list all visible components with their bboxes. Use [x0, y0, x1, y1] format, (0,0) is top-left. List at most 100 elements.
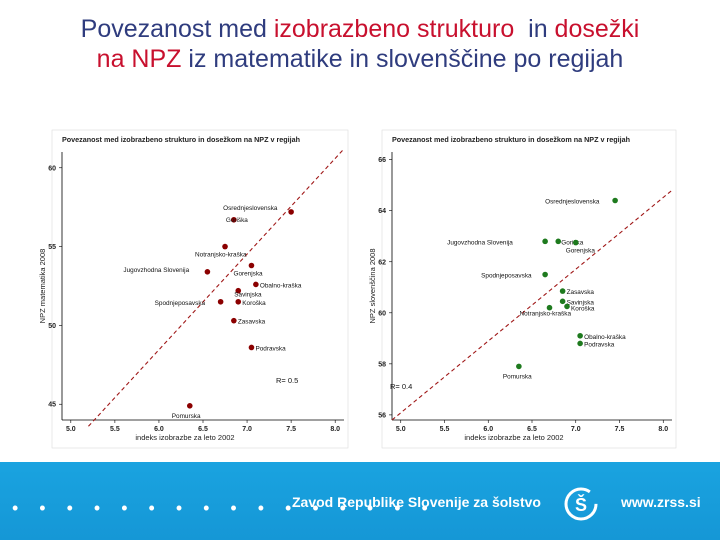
x-tick-label: 5.5	[440, 426, 450, 433]
x-tick-label: 7.5	[615, 426, 625, 433]
point-label: Savinjska	[567, 299, 595, 306]
data-point	[253, 281, 259, 288]
y-axis-label: NPZ slovenščina 2008	[368, 248, 377, 323]
point-label: Goriška	[561, 239, 583, 246]
data-point	[516, 363, 522, 370]
y-tick-label: 45	[48, 402, 56, 409]
point-label: Pomurska	[503, 373, 532, 380]
point-label: Gorenjska	[566, 248, 596, 255]
x-tick-label: 6.5	[198, 426, 208, 433]
point-label: Koroška	[571, 305, 595, 312]
x-tick-label: 6.0	[154, 426, 164, 433]
scatter-chart-2: Povezanost med izobrazbeno strukturo in …	[368, 129, 677, 449]
data-point	[577, 332, 583, 339]
title-highlight: izobrazbeno strukturo	[273, 15, 515, 43]
y-tick-label: 58	[378, 361, 386, 368]
data-point	[248, 262, 255, 269]
scatter-chart-1: Povezanost med izobrazbeno strukturo in …	[38, 129, 349, 449]
logo-letter: Š	[575, 494, 587, 515]
title-line-2: na NPZ iz matematike in slovenščine po r…	[0, 44, 720, 74]
point-label: Spodnjeposavska	[481, 273, 532, 280]
data-point	[231, 317, 237, 324]
point-label: Savinjska	[234, 292, 262, 299]
slide-title: Povezanost med izobrazbeno strukturo in …	[0, 14, 720, 74]
x-tick-label: 7.5	[286, 426, 296, 433]
title-highlight: dosežki	[554, 15, 640, 43]
x-tick-label: 7.0	[571, 426, 581, 433]
x-tick-label: 7.0	[242, 426, 252, 433]
point-label: Zasavska	[567, 289, 595, 296]
organization-name: Zavod Republike Slovenije za šolstvo	[292, 494, 541, 510]
title-highlight: na NPZ	[96, 45, 182, 73]
y-tick-label: 56	[378, 412, 386, 419]
point-label: Gorenjska	[233, 271, 263, 278]
chart-frame	[51, 129, 349, 449]
data-point	[217, 298, 224, 305]
y-tick-label: 55	[48, 244, 56, 251]
x-tick-label: 5.5	[110, 426, 120, 433]
point-label: Notranjsko-kraška	[195, 252, 247, 259]
data-point	[204, 269, 211, 275]
data-point	[546, 304, 553, 311]
footer-bar: • • • • • • • • • • • • • • • • Zavod Re…	[0, 462, 720, 540]
point-label: Obalno-kraška	[260, 282, 302, 289]
x-tick-label: 5.0	[66, 426, 76, 433]
data-point	[559, 298, 566, 305]
zrss-logo-icon: Š	[564, 487, 598, 521]
point-label: Goriška	[226, 217, 248, 224]
point-label: Obalno-kraška	[584, 334, 626, 341]
y-tick-label: 50	[48, 323, 56, 330]
y-tick-label: 66	[378, 157, 386, 164]
y-tick-label: 60	[48, 165, 56, 172]
point-label: Jugovzhodna Slovenija	[123, 267, 189, 274]
y-tick-label: 60	[378, 310, 386, 317]
x-axis-label: indeks izobrazbe za leto 2002	[464, 433, 563, 442]
x-tick-label: 8.0	[658, 426, 668, 433]
title-text: in	[514, 15, 555, 43]
title-text: iz matematike in slovenščine po regijah	[181, 45, 624, 73]
data-point	[542, 238, 548, 245]
point-label: Podravska	[255, 345, 286, 352]
data-point	[564, 303, 570, 310]
point-label: Podravska	[584, 341, 615, 348]
chart-title: Povezanost med izobrazbeno strukturo in …	[392, 135, 630, 144]
x-tick-label: 6.0	[483, 426, 493, 433]
x-axis-label: indeks izobrazbe za leto 2002	[135, 433, 234, 442]
title-text: Povezanost med	[80, 15, 274, 43]
point-label: Osrednjeslovenska	[223, 205, 278, 212]
y-tick-label: 62	[378, 259, 386, 266]
point-label: Spodnjeposavska	[155, 300, 206, 307]
data-point	[248, 344, 255, 351]
point-label: Notranjsko-kraška	[520, 311, 572, 318]
correlation-annotation: R= 0.4	[390, 382, 412, 391]
data-point	[542, 271, 548, 278]
footer-dots: • • • • • • • • • • • • • • • •	[12, 498, 436, 518]
data-point	[559, 288, 566, 294]
point-label: Jugovzhodna Slovenija	[447, 239, 513, 246]
correlation-annotation: R= 0.5	[276, 376, 298, 385]
data-point	[288, 209, 294, 215]
data-point	[235, 298, 242, 305]
data-point	[231, 216, 237, 223]
website-link[interactable]: www.zrss.si	[621, 494, 701, 510]
y-tick-label: 64	[378, 208, 386, 215]
y-axis-label: NPZ matematika 2008	[38, 249, 47, 324]
x-tick-label: 5.0	[396, 426, 406, 433]
trend-line	[391, 189, 673, 421]
data-point	[555, 238, 562, 245]
data-point	[186, 403, 193, 409]
title-line-1: Povezanost med izobrazbeno strukturo in …	[0, 14, 720, 44]
chart-title: Povezanost med izobrazbeno strukturo in …	[62, 135, 300, 144]
point-label: Osrednjeslovenska	[545, 198, 600, 205]
x-tick-label: 8.0	[330, 426, 340, 433]
data-point	[235, 287, 242, 294]
data-point	[222, 243, 228, 250]
data-point	[577, 340, 583, 347]
x-tick-label: 6.5	[527, 426, 537, 433]
chart-frame	[381, 129, 677, 449]
point-label: Pomurska	[172, 413, 201, 420]
point-label: Koroška	[242, 300, 266, 307]
data-point	[572, 239, 579, 246]
data-point	[612, 197, 618, 204]
